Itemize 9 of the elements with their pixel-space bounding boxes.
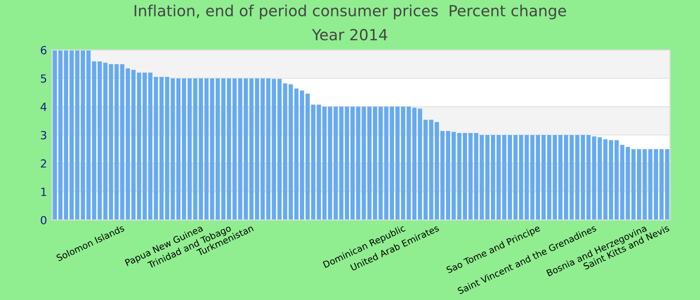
y-tick-label: 3 (40, 130, 46, 140)
y-tick-label: 2 (40, 159, 46, 168)
chart-subtitle: Year 2014 (312, 28, 388, 40)
y-tick-label: 6 (40, 46, 46, 54)
y-tick-label: 0 (40, 216, 46, 224)
y-tick-label: 4 (40, 102, 47, 111)
chart-title: Inflation, end of period consumer prices Percent change (134, 4, 566, 20)
y-tick-label: 1 (41, 188, 46, 196)
y-tick-label: 5 (40, 74, 46, 83)
